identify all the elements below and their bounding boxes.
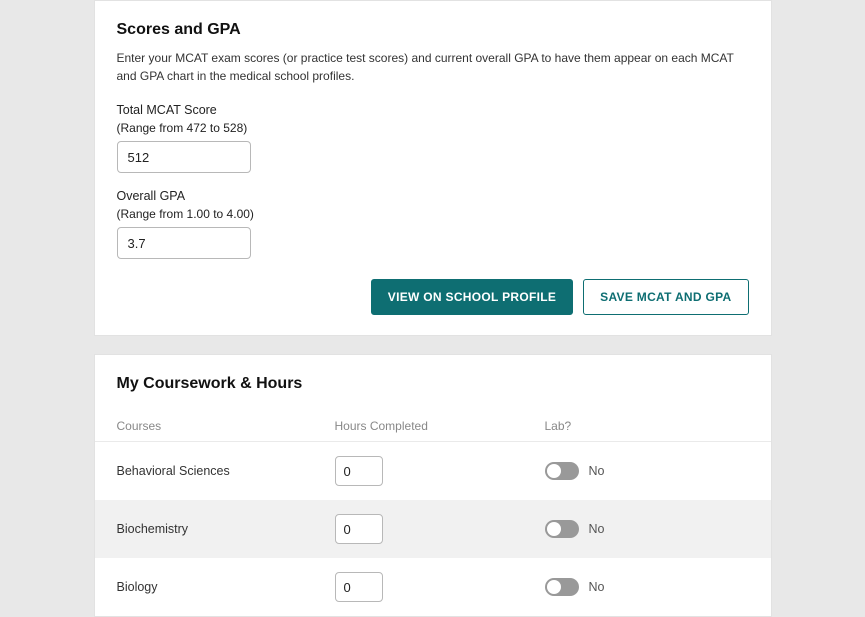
lab-toggle[interactable] (545, 578, 579, 596)
mcat-label: Total MCAT Score (117, 103, 749, 117)
hours-cell (335, 514, 545, 544)
scores-gpa-title: Scores and GPA (117, 21, 749, 39)
mcat-input[interactable] (117, 141, 251, 173)
table-row: Biology No (95, 558, 771, 616)
hours-input[interactable] (335, 572, 383, 602)
lab-toggle[interactable] (545, 520, 579, 538)
coursework-title: My Coursework & Hours (95, 375, 771, 393)
table-row: Biochemistry No (95, 500, 771, 558)
hours-cell (335, 572, 545, 602)
toggle-knob (547, 464, 561, 478)
table-row: Behavioral Sciences No (95, 442, 771, 500)
toggle-knob (547, 522, 561, 536)
gpa-label: Overall GPA (117, 189, 749, 203)
gpa-field-group: Overall GPA (Range from 1.00 to 4.00) (117, 189, 749, 259)
mcat-field-group: Total MCAT Score (Range from 472 to 528) (117, 103, 749, 173)
save-mcat-gpa-button[interactable]: SAVE MCAT AND GPA (583, 279, 748, 315)
button-row: VIEW ON SCHOOL PROFILE SAVE MCAT AND GPA (117, 279, 749, 315)
hours-cell (335, 456, 545, 486)
scores-gpa-description: Enter your MCAT exam scores (or practice… (117, 49, 749, 85)
coursework-table-header: Courses Hours Completed Lab? (95, 411, 771, 442)
hours-input[interactable] (335, 514, 383, 544)
course-name: Biochemistry (117, 522, 335, 536)
hours-input[interactable] (335, 456, 383, 486)
header-courses: Courses (117, 419, 335, 433)
lab-value: No (589, 580, 605, 594)
scores-gpa-card: Scores and GPA Enter your MCAT exam scor… (94, 0, 772, 336)
header-hours: Hours Completed (335, 419, 545, 433)
header-lab: Lab? (545, 419, 572, 433)
course-name: Behavioral Sciences (117, 464, 335, 478)
gpa-range: (Range from 1.00 to 4.00) (117, 207, 749, 221)
lab-cell: No (545, 462, 605, 480)
lab-cell: No (545, 578, 605, 596)
gpa-input[interactable] (117, 227, 251, 259)
view-on-school-profile-button[interactable]: VIEW ON SCHOOL PROFILE (371, 279, 573, 315)
lab-cell: No (545, 520, 605, 538)
lab-value: No (589, 464, 605, 478)
coursework-card: My Coursework & Hours Courses Hours Comp… (94, 354, 772, 617)
lab-value: No (589, 522, 605, 536)
course-name: Biology (117, 580, 335, 594)
lab-toggle[interactable] (545, 462, 579, 480)
mcat-range: (Range from 472 to 528) (117, 121, 749, 135)
toggle-knob (547, 580, 561, 594)
